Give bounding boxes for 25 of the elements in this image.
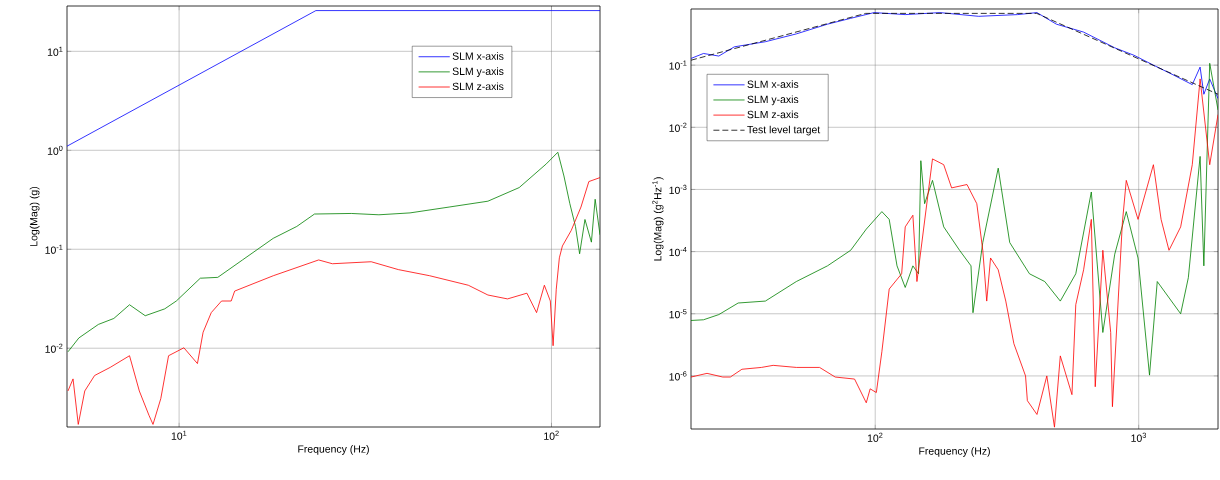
y-tick-label: 10$^{-5}$ xyxy=(669,309,687,319)
x-tick-label: 10$^{3}$ xyxy=(1131,432,1146,442)
x-axis-title: Frequency (Hz) xyxy=(919,447,990,457)
y-tick-label: 10$^{1}$ xyxy=(47,46,63,56)
legend-label: SLM y-axis xyxy=(747,95,799,106)
x-tick-label: 10$^{2}$ xyxy=(544,430,559,440)
legend-label: SLM y-axis xyxy=(452,67,504,78)
y-tick-label: 10$^{-6}$ xyxy=(669,371,687,381)
x-axis-title: Frequency (Hz) xyxy=(298,445,369,455)
legend-label: SLM x-axis xyxy=(452,52,504,60)
legend-label: SLM z-axis xyxy=(452,82,504,91)
y-tick-label: 10$^{-3}$ xyxy=(669,184,687,195)
y-tick-label: 10$^{-2}$ xyxy=(45,343,63,353)
y-tick-label: 10$^{-1}$ xyxy=(45,244,63,254)
y-tick-label: 10$^{-1}$ xyxy=(669,60,687,70)
y-tick-label: 10$^{-4}$ xyxy=(669,247,687,257)
x-tick-label: 10$^{1}$ xyxy=(171,430,187,440)
x-tick-label: 10$^{2}$ xyxy=(867,432,883,442)
y-tick-label: 10$^{-2}$ xyxy=(669,122,687,132)
y-axis-title: Log(Mag) (g$^{2}$Hz$^{-1}$) xyxy=(652,177,664,261)
y-axis-title: Log(Mag) (g) xyxy=(29,186,40,246)
legend-label: SLM x-axis xyxy=(747,80,799,88)
y-tick-label: 10$^{0}$ xyxy=(47,145,63,155)
legend-label: Test level target xyxy=(747,125,821,136)
legend-label: SLM z-axis xyxy=(747,110,799,119)
